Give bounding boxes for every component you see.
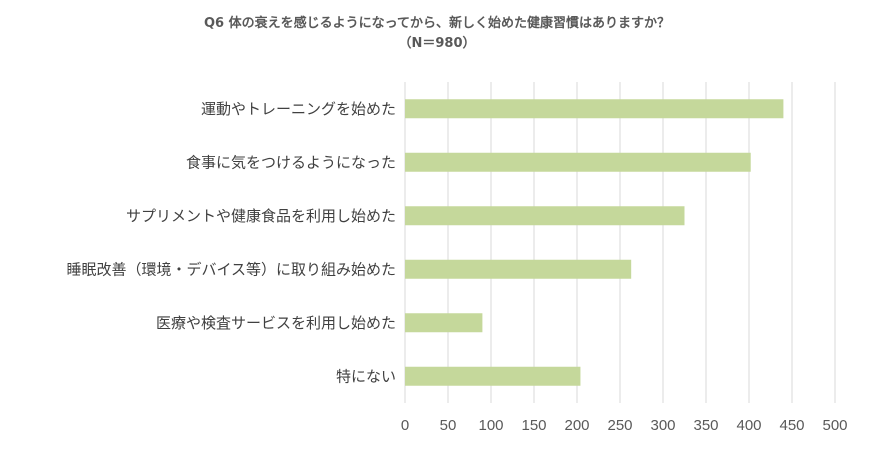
category-label: 食事に気をつけるようになった [186, 153, 396, 171]
category-label: 睡眠改善（環境・デバイス等）に取り組み始めた [66, 260, 396, 278]
x-tick-label: 50 [440, 417, 457, 434]
x-tick-label: 400 [736, 417, 761, 434]
x-tick-label: 150 [521, 417, 546, 434]
category-label: 医療や検査サービスを利用し始めた [156, 314, 396, 332]
bar-6 [405, 366, 581, 386]
category-label: サプリメントや健康食品を利用し始めた [126, 207, 396, 225]
category-label: 運動やトレーニングを始めた [201, 100, 396, 118]
chart-title: Q6 体の衰えを感じるようになってから、新しく始めた健康習慣はありますか？ [204, 16, 670, 31]
chart-subtitle: （N＝980） [398, 36, 476, 51]
x-tick-label: 300 [650, 417, 675, 434]
category-label: 特にない [336, 367, 396, 385]
bar-5 [405, 313, 483, 333]
bar-4 [405, 259, 632, 279]
x-tick-label: 100 [478, 417, 503, 434]
x-tick-label: 200 [564, 417, 589, 434]
x-tick-label: 350 [693, 417, 718, 434]
chart-title-block: Q6 体の衰えを感じるようになってから、新しく始めた健康習慣はありますか？ （N… [0, 14, 874, 54]
x-tick-label: 450 [779, 417, 804, 434]
x-tick-label: 0 [401, 417, 409, 434]
bar-2 [405, 152, 751, 172]
bar-1 [405, 99, 784, 119]
bar-3 [405, 206, 685, 226]
x-tick-label: 250 [607, 417, 632, 434]
x-tick-label: 500 [822, 417, 847, 434]
